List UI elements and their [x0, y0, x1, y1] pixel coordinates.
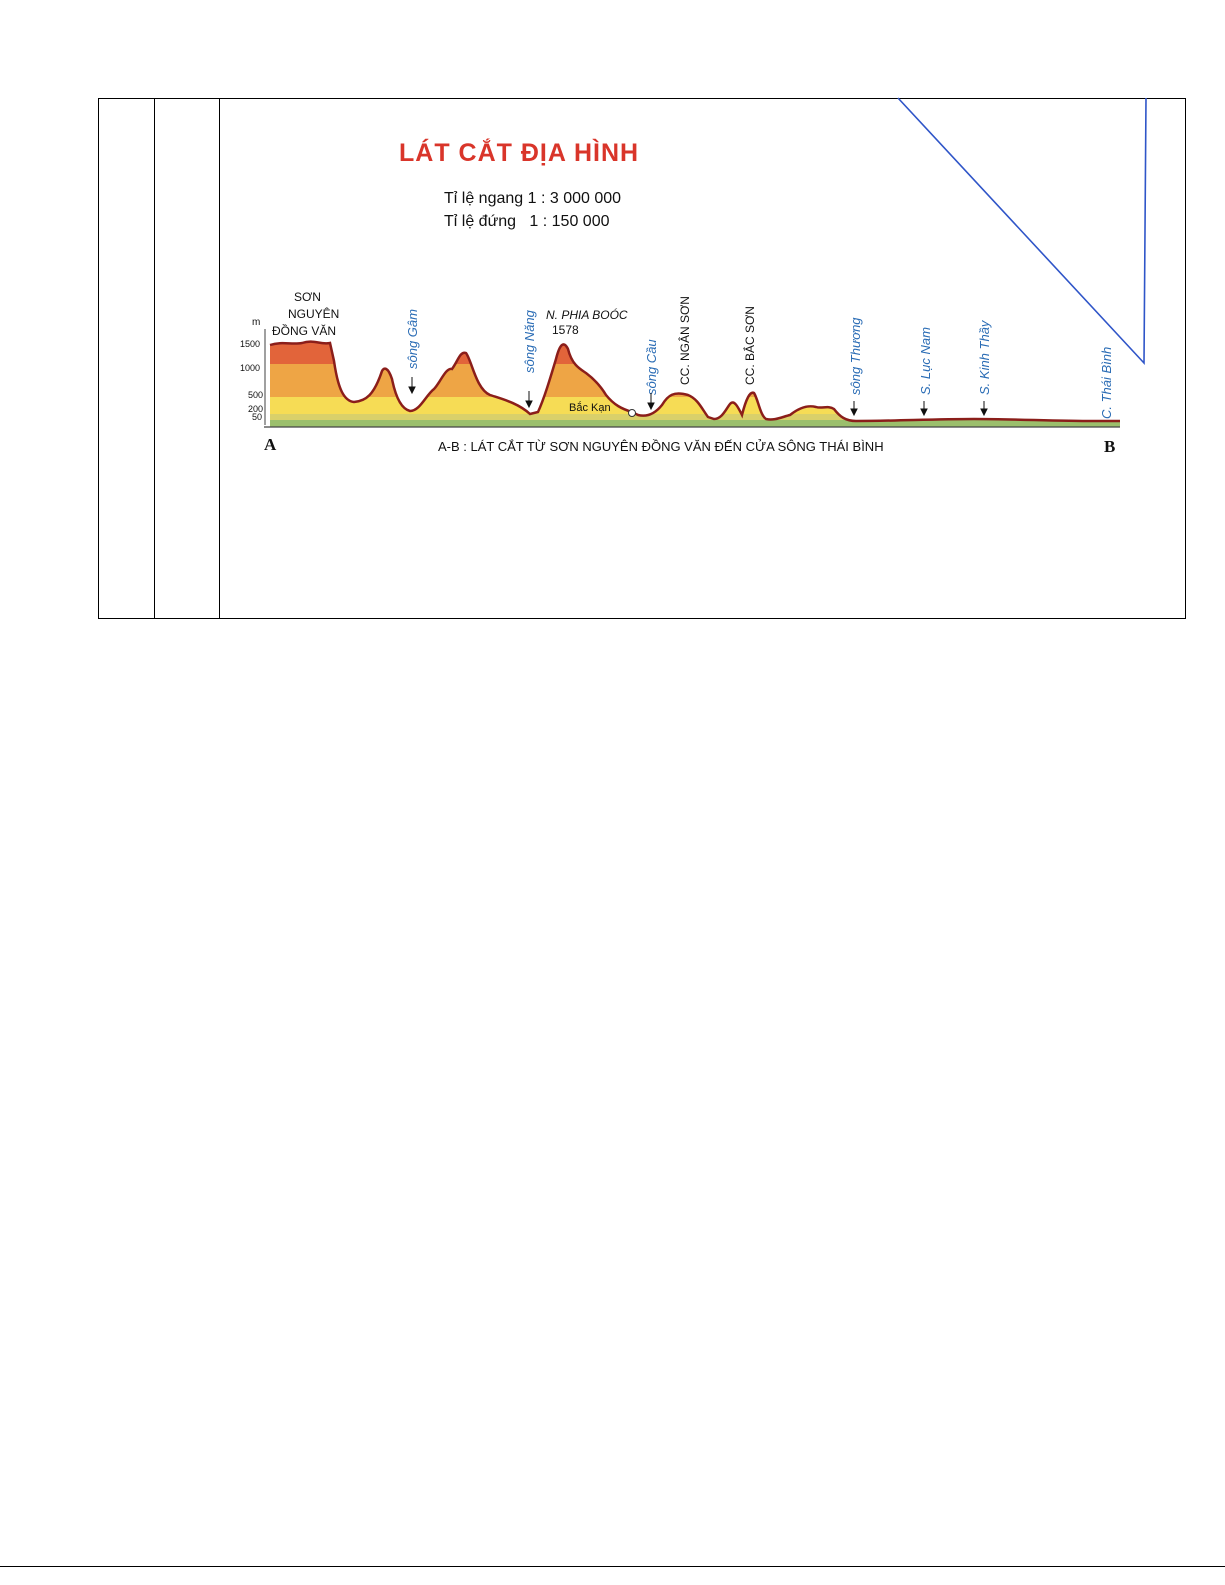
- document-table: [98, 98, 1186, 619]
- elevation-bands: [270, 341, 1120, 427]
- town-label: Bắc Kạn: [569, 401, 611, 414]
- arrow-s-kinh-thay: [980, 401, 988, 417]
- peak-height: 1578: [552, 323, 579, 337]
- arrow-song-nang: [525, 391, 533, 409]
- river-song-cau: sông Cầu: [644, 339, 659, 395]
- river-arrows: [408, 377, 988, 417]
- tick-1000: 1000: [240, 363, 260, 373]
- plateau-label-line3: ĐỒNG VĂN: [272, 323, 336, 338]
- river-song-thuong: sông Thương: [848, 317, 863, 395]
- plateau-label-line1: SƠN: [294, 290, 321, 304]
- tick-50: 50: [252, 412, 262, 422]
- page-bottom-rule: [0, 1566, 1225, 1567]
- peak-name: N. PHIA BOÓC: [546, 307, 628, 322]
- arrow-song-cau: [647, 393, 655, 411]
- terrain-profile-line: [269, 340, 1120, 423]
- endpoint-b: B: [1104, 437, 1115, 456]
- table-column-divider: [219, 99, 220, 618]
- horizontal-scale: Tỉ lệ ngang 1 : 3 000 000: [444, 190, 621, 207]
- elevation-unit: m: [252, 317, 260, 328]
- river-song-nang: sông Năng: [522, 309, 537, 373]
- table-column-divider: [154, 99, 155, 618]
- plateau-label-line2: NGUYÊN: [288, 306, 339, 321]
- band-0-50: [270, 420, 1120, 427]
- arrow-song-thuong: [850, 401, 858, 417]
- endpoint-a: A: [264, 435, 277, 454]
- range-ngan-son: CC. NGÂN SƠN: [677, 296, 692, 385]
- river-s-luc-nam: S. Lục Nam: [918, 327, 933, 395]
- arrow-song-gam: [408, 377, 416, 395]
- range-bac-son: CC. BẮC SƠN: [742, 306, 757, 385]
- river-song-gam: sông Gâm: [405, 309, 420, 369]
- tick-200: 200: [248, 404, 263, 414]
- band-1000-1500: [270, 341, 1120, 364]
- tick-1500: 1500: [240, 339, 260, 349]
- bac-kan-marker: [628, 409, 636, 417]
- vertical-scale: Tỉ lệ đứng 1 : 150 000: [444, 213, 610, 230]
- cross-section-svg: LÁT CẮT ĐỊA HÌNH Tỉ lệ ngang 1 : 3 000 0…: [240, 137, 1120, 456]
- arrow-s-luc-nam: [920, 401, 928, 417]
- river-c-thai-binh: C. Thái Bình: [1099, 347, 1114, 419]
- terrain-cross-section-figure: LÁT CẮT ĐỊA HÌNH Tỉ lệ ngang 1 : 3 000 0…: [234, 99, 1146, 461]
- band-50-200: [270, 414, 1120, 420]
- tick-500: 500: [248, 390, 263, 400]
- figure-title: LÁT CẮT ĐỊA HÌNH: [399, 137, 639, 167]
- caption: A-B : LÁT CẮT TỪ SƠN NGUYÊN ĐỒNG VĂN ĐẾN…: [438, 439, 884, 454]
- river-s-kinh-thay: S. Kinh Thầy: [977, 319, 992, 395]
